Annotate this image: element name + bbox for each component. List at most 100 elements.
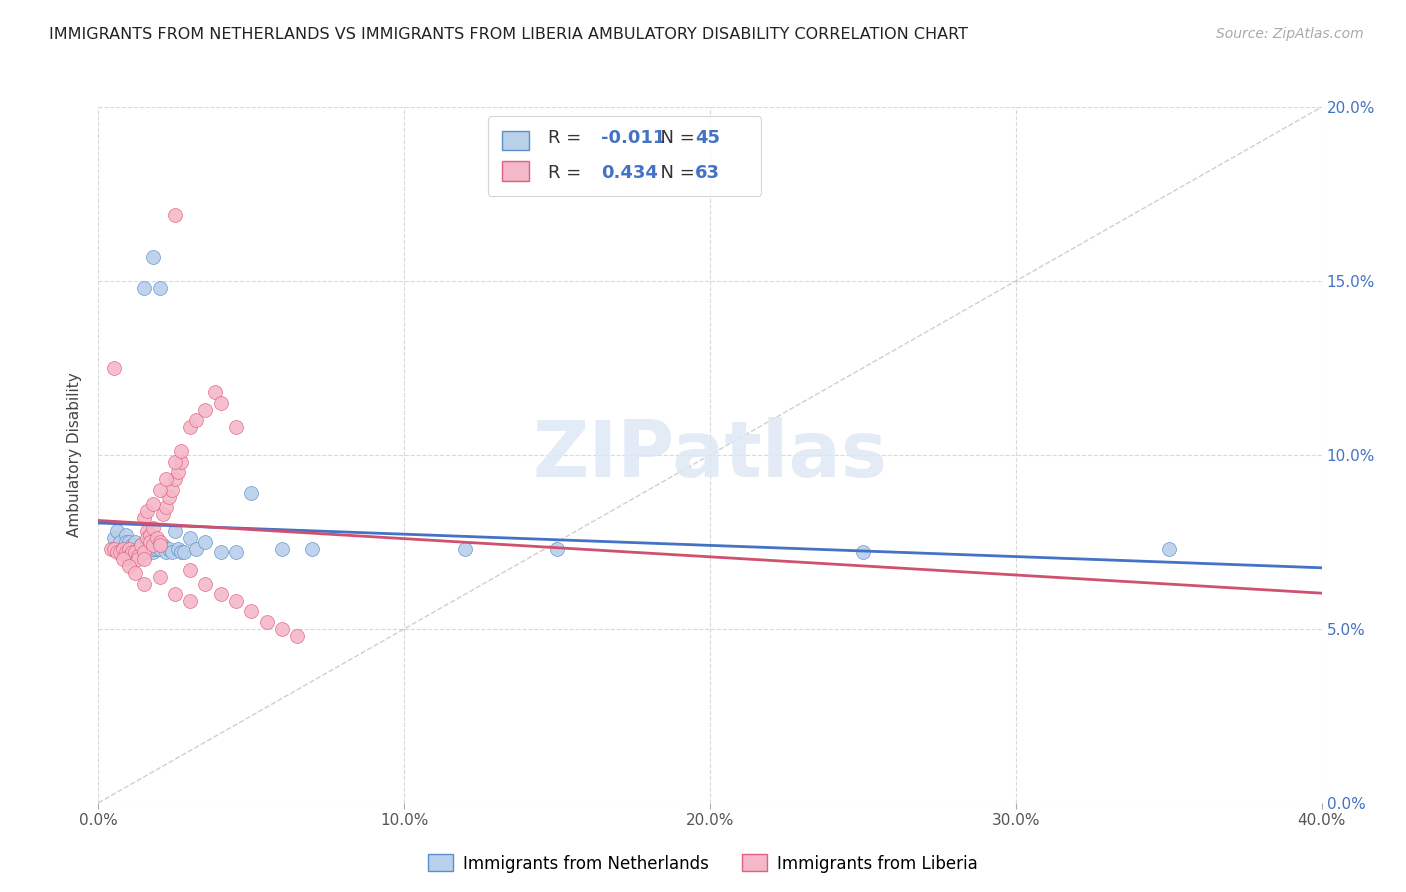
Point [285,629,308,643]
Point [100,541,122,556]
Point [103,360,125,375]
Point [139,532,162,546]
Point [170,545,193,559]
Point [103,541,125,556]
Point [136,534,159,549]
Point [103,532,125,546]
Point [546,541,568,556]
Point [105,524,128,539]
Point [160,483,183,497]
Legend: Immigrants from Netherlands, Immigrants from Liberia: Immigrants from Netherlands, Immigrants … [422,847,984,880]
Point [136,503,159,517]
Point [160,545,183,559]
Point [240,605,263,619]
Point [115,534,138,549]
Point [163,208,186,222]
Point [142,497,165,511]
Point [134,281,156,295]
Point [194,534,217,549]
Point [163,587,186,601]
Point [127,552,149,566]
Point [194,402,217,417]
Point [134,552,156,566]
Y-axis label: Ambulatory Disability: Ambulatory Disability [67,373,83,537]
Point [115,549,138,563]
Point [179,532,201,546]
Point [170,444,193,458]
Point [124,541,146,556]
Text: R =: R = [548,129,586,147]
Point [134,576,156,591]
Point [454,541,477,556]
Point [142,541,165,556]
Point [134,545,156,559]
Point [115,528,138,542]
Point [111,541,134,556]
Point [149,570,172,584]
Text: N =: N = [650,164,700,182]
Point [149,541,172,556]
Point [111,552,134,566]
Point [124,545,146,559]
Point [152,507,174,521]
Point [121,545,143,559]
Point [301,541,323,556]
Point [225,545,247,559]
Point [121,552,143,566]
Point [127,541,149,556]
Point [167,541,190,556]
Point [167,466,190,480]
Point [105,545,128,559]
Point [152,538,174,552]
Point [145,541,167,556]
Point [118,549,141,563]
Point [118,545,141,559]
Point [129,538,152,552]
Point [209,396,232,410]
Point [136,524,159,539]
Point [204,385,226,400]
Point [163,472,186,486]
Point [127,549,149,563]
Point [108,534,131,549]
Point [118,534,141,549]
Point [179,420,201,434]
Point [155,500,177,514]
Point [134,541,156,556]
Point [136,532,159,546]
Point [129,538,152,552]
Text: Source: ZipAtlas.com: Source: ZipAtlas.com [1216,27,1364,41]
Point [173,545,195,559]
Point [115,545,138,559]
Point [225,594,247,608]
Point [134,510,156,524]
Point [118,541,141,556]
Point [270,622,292,636]
Point [163,455,186,469]
Text: -0.011: -0.011 [602,129,665,147]
Text: R =: R = [548,164,586,182]
Text: 63: 63 [696,164,720,182]
Point [194,576,217,591]
Point [852,545,875,559]
Text: N =: N = [650,129,700,147]
Text: 0.434: 0.434 [602,164,658,182]
Point [124,566,146,581]
Point [186,413,208,427]
Point [155,472,177,486]
Point [108,545,131,559]
Point [149,534,172,549]
Point [142,538,165,552]
Legend:                                     ,                                     : , [488,116,761,195]
Point [142,250,165,264]
Point [179,563,201,577]
Point [149,281,172,295]
Point [240,486,263,500]
Point [118,541,141,556]
Point [163,524,186,539]
Point [149,538,172,552]
Point [121,538,143,552]
Point [139,534,162,549]
Point [142,545,165,559]
Point [142,521,165,535]
